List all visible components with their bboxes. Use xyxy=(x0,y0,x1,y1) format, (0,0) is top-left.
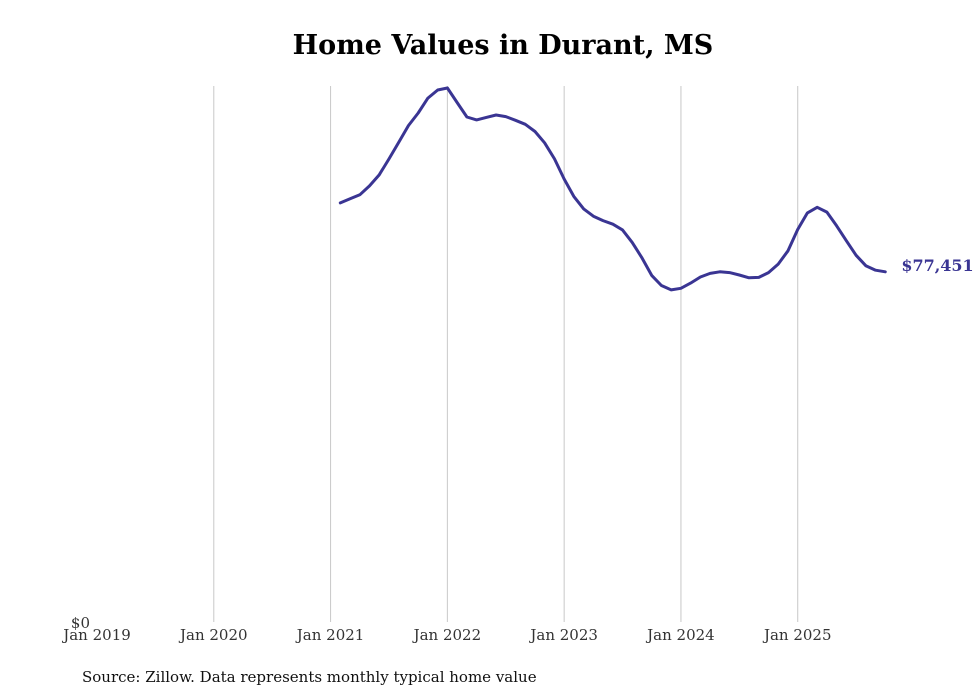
x-tick-label-2025: Jan 2025 xyxy=(762,626,832,644)
chart-title: Home Values in Durant, MS xyxy=(292,30,714,61)
x-axis-ticks: Jan 2019 Jan 2020 Jan 2021 Jan 2022 Jan 2023… xyxy=(61,626,831,644)
chart-source-note: Source: Zillow. Data represents monthly … xyxy=(82,668,537,686)
x-tick-label-2023: Jan 2023 xyxy=(528,626,598,644)
x-tick-label-2020: Jan 2020 xyxy=(178,626,248,644)
x-tick-label-2019: Jan 2019 xyxy=(61,626,131,644)
series-line-durant xyxy=(338,86,887,292)
x-tick-label-2022: Jan 2022 xyxy=(412,626,482,644)
gridlines xyxy=(213,86,799,622)
end-value-label: $77,451 xyxy=(901,256,973,275)
y-axis-zero-label: $0 xyxy=(71,614,90,632)
x-tick-label-2024: Jan 2024 xyxy=(645,626,715,644)
x-tick-label-2021: Jan 2021 xyxy=(295,626,365,644)
